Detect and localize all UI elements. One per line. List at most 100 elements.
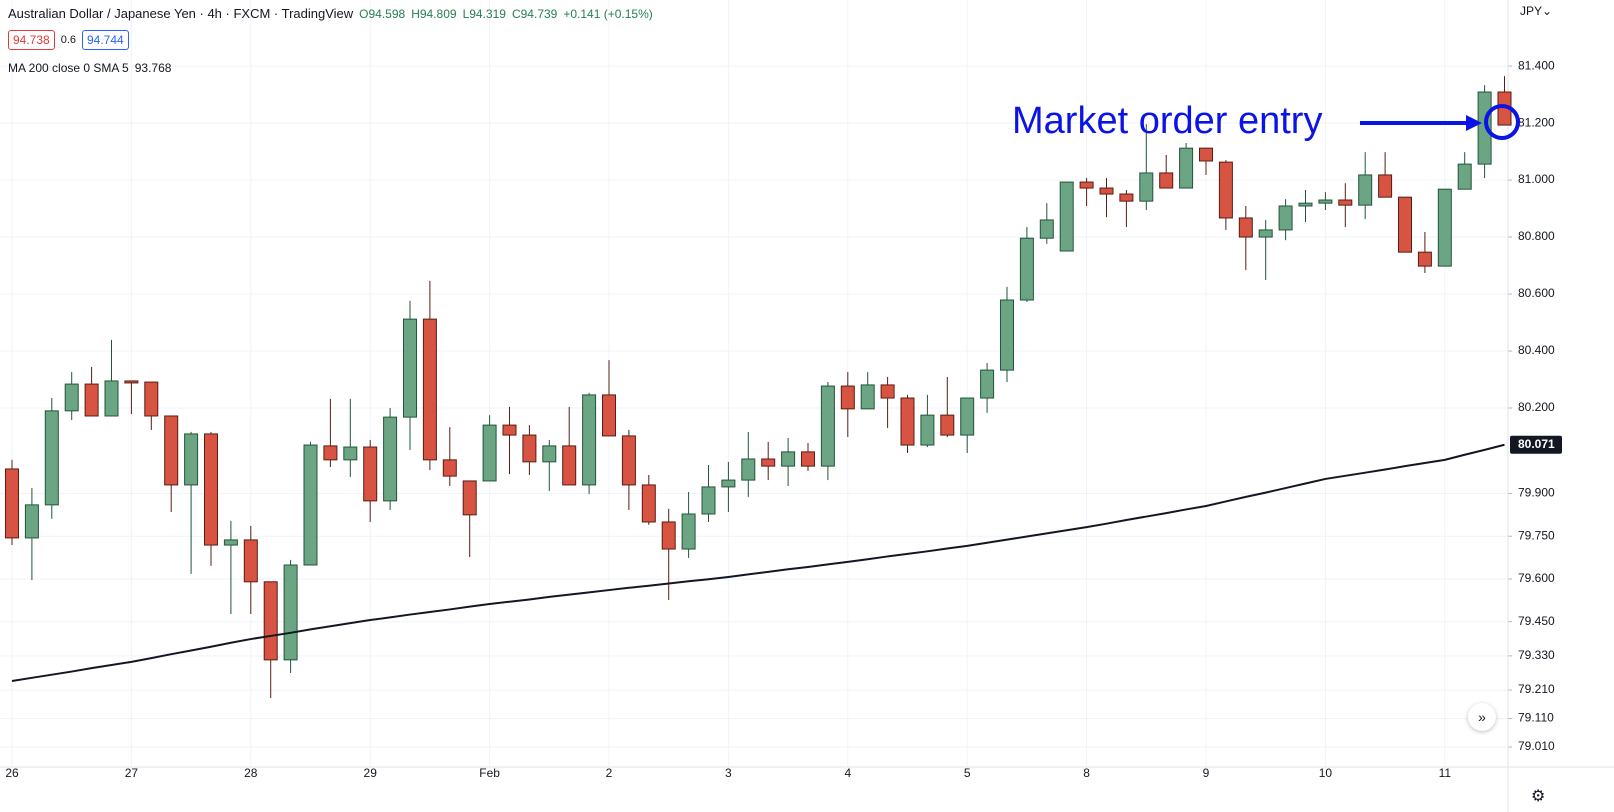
candle-body bbox=[502, 424, 517, 436]
y-tick-label: 79.600 bbox=[1518, 571, 1555, 585]
candle-body bbox=[701, 486, 716, 515]
candle-body bbox=[860, 384, 875, 410]
candle-body bbox=[1437, 188, 1452, 267]
currency: JPY bbox=[1520, 4, 1543, 18]
x-tick-label: 29 bbox=[364, 766, 378, 780]
ohlc: O94.598 bbox=[359, 6, 406, 21]
candle-body bbox=[462, 480, 477, 516]
candle-body bbox=[403, 318, 417, 418]
candle-body bbox=[542, 445, 557, 463]
candle-body bbox=[243, 539, 258, 583]
x-tick-label: 10 bbox=[1319, 766, 1333, 780]
candle-body bbox=[1398, 196, 1412, 253]
candle-body bbox=[164, 415, 179, 486]
candle-body bbox=[1417, 251, 1432, 267]
moving-average bbox=[11, 443, 1505, 682]
candle-body bbox=[960, 397, 975, 436]
indicator-name: MA 200 close 0 SMA 5 bbox=[8, 61, 129, 75]
x-tick-label: 8 bbox=[1083, 766, 1090, 780]
candle-body bbox=[1079, 181, 1094, 189]
y-tick-label: 80.400 bbox=[1518, 343, 1555, 357]
candle-body bbox=[363, 446, 378, 502]
candle-body bbox=[343, 446, 358, 461]
candle-body bbox=[223, 539, 238, 546]
candle-body bbox=[482, 424, 497, 482]
y-tick-label: 81.000 bbox=[1518, 172, 1555, 186]
currency-menu[interactable]: JPY⌄ bbox=[1520, 4, 1553, 18]
candle-body bbox=[940, 414, 955, 436]
symbol-title: Australian Dollar / Japanese Yen · 4h · … bbox=[8, 6, 354, 21]
candle-body bbox=[681, 513, 696, 550]
candle-body bbox=[880, 384, 895, 399]
candle-body bbox=[283, 564, 298, 661]
y-tick-label: 80.600 bbox=[1518, 286, 1555, 300]
candle-body bbox=[582, 394, 597, 486]
candle-body bbox=[1338, 199, 1353, 206]
candle-body bbox=[1477, 91, 1492, 165]
y-tick-label: 81.400 bbox=[1518, 58, 1555, 72]
x-tick-label: 26 bbox=[5, 766, 19, 780]
candle-body bbox=[1000, 299, 1014, 371]
ask-button[interactable]: 94.744 bbox=[82, 30, 129, 50]
candle-body bbox=[522, 434, 537, 463]
candle-body bbox=[1378, 174, 1393, 198]
ohlc: L94.319 bbox=[462, 6, 506, 21]
candle-body bbox=[323, 445, 338, 461]
price-label-box bbox=[1510, 435, 1562, 454]
price-label: 80.071 bbox=[1518, 437, 1555, 451]
candle-body bbox=[1099, 187, 1114, 195]
candle-body bbox=[820, 385, 835, 467]
y-tick-label: 80.200 bbox=[1518, 400, 1555, 414]
x-tick-label: 4 bbox=[844, 766, 851, 780]
bid-button[interactable]: 94.738 bbox=[8, 30, 55, 50]
annotation: Market order entry bbox=[1012, 100, 1322, 142]
candle-body bbox=[721, 479, 736, 488]
x-tick-label: 28 bbox=[244, 766, 258, 780]
indicator-row: MA 200 close 0 SMA 5 93.768 bbox=[8, 61, 171, 75]
candle-body bbox=[144, 381, 159, 417]
x-tick-label: 9 bbox=[1203, 766, 1210, 780]
candle-body bbox=[1139, 172, 1154, 202]
candle-body bbox=[781, 451, 796, 467]
y-tick-label: 79.010 bbox=[1518, 739, 1555, 753]
spread: 0.6 bbox=[60, 34, 76, 46]
candle-body bbox=[602, 394, 616, 437]
candle-body bbox=[641, 484, 656, 523]
x-tick-label: Feb bbox=[479, 766, 500, 780]
candle-body bbox=[184, 433, 199, 486]
settings-button[interactable]: ⚙ bbox=[1531, 788, 1546, 805]
candle-body bbox=[422, 318, 437, 461]
candle-body bbox=[1238, 217, 1253, 238]
x-tick-label: 3 bbox=[725, 766, 732, 780]
annotation-circle bbox=[1484, 104, 1520, 140]
y-tick-label: 79.210 bbox=[1518, 682, 1555, 696]
y-tick-label: 79.750 bbox=[1518, 528, 1555, 542]
candle-body bbox=[303, 444, 318, 566]
candle-body bbox=[383, 416, 398, 502]
indicator-value: 93.768 bbox=[134, 61, 172, 75]
candle-body bbox=[920, 414, 935, 446]
candle-body bbox=[661, 521, 676, 550]
candle-body bbox=[761, 458, 776, 467]
y-tick-label: 79.110 bbox=[1518, 711, 1554, 725]
candle-body bbox=[1119, 193, 1134, 202]
candle-body bbox=[1298, 202, 1313, 207]
candle-body bbox=[1039, 219, 1054, 239]
candle-body bbox=[124, 380, 139, 384]
candle-body bbox=[5, 468, 19, 539]
candle-body bbox=[1457, 163, 1472, 190]
scroll-right-button[interactable]: » bbox=[1468, 703, 1496, 731]
candle-body bbox=[621, 435, 636, 486]
y-tick-label: 79.450 bbox=[1518, 614, 1555, 628]
candle-body bbox=[840, 385, 855, 410]
annotation-arrowhead bbox=[1466, 115, 1482, 131]
quote-row: 94.738 0.6 94.744 bbox=[8, 30, 129, 50]
y-tick-label: 80.800 bbox=[1518, 229, 1555, 243]
candle-body bbox=[104, 380, 119, 417]
ohlc: +0.141 (+0.15%) bbox=[563, 6, 653, 21]
candle-body bbox=[562, 445, 577, 486]
candle-body bbox=[980, 369, 995, 399]
candle-body bbox=[1019, 237, 1034, 301]
x-tick-label: 11 bbox=[1439, 766, 1452, 780]
candle-body bbox=[1199, 147, 1213, 162]
